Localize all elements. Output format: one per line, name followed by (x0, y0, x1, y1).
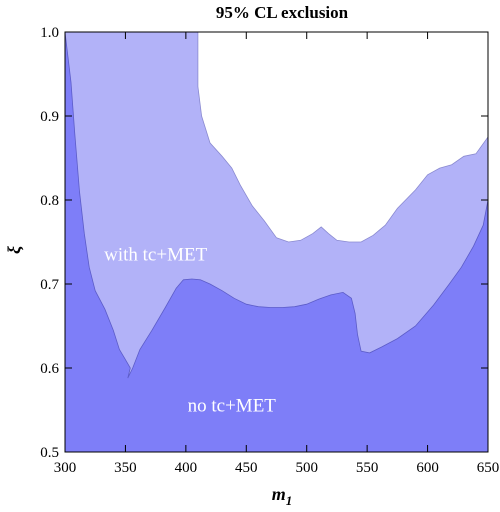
plot-area (64, 31, 489, 453)
y-tick-label: 0.6 (40, 361, 59, 377)
y-tick-label: 1.0 (40, 25, 59, 41)
x-axis-title-main: m (272, 484, 286, 504)
region-no-tc-met (64, 31, 489, 453)
x-tick-label: 350 (114, 460, 137, 476)
x-axis-title-subscript: 1 (286, 493, 293, 508)
x-tick-label: 600 (416, 460, 439, 476)
x-tick-label: 650 (477, 460, 500, 476)
x-axis: 300 350 400 450 500 550 600 650 (54, 32, 500, 476)
y-tick-label: 0.5 (40, 445, 59, 461)
plot-frame (64, 31, 489, 453)
x-tick-label: 500 (295, 460, 318, 476)
y-tick-label: 0.9 (40, 109, 59, 125)
y-tick-label: 0.8 (40, 193, 59, 209)
x-tick-label: 550 (356, 460, 379, 476)
x-tick-label: 300 (54, 460, 77, 476)
y-axis: 0.5 0.6 0.7 0.8 0.9 1.0 (40, 25, 488, 461)
y-axis-title: ξ (4, 246, 25, 254)
chart-title: 95% CL exclusion (216, 3, 349, 22)
annotation-with-tc-met: with tc+MET (104, 244, 207, 265)
annotation-no-tc-met: no tc+MET (188, 396, 277, 417)
x-axis-title: m1 (272, 484, 293, 508)
x-tick-label: 400 (175, 460, 198, 476)
x-tick-label: 450 (235, 460, 258, 476)
y-tick-label: 0.7 (40, 277, 59, 293)
